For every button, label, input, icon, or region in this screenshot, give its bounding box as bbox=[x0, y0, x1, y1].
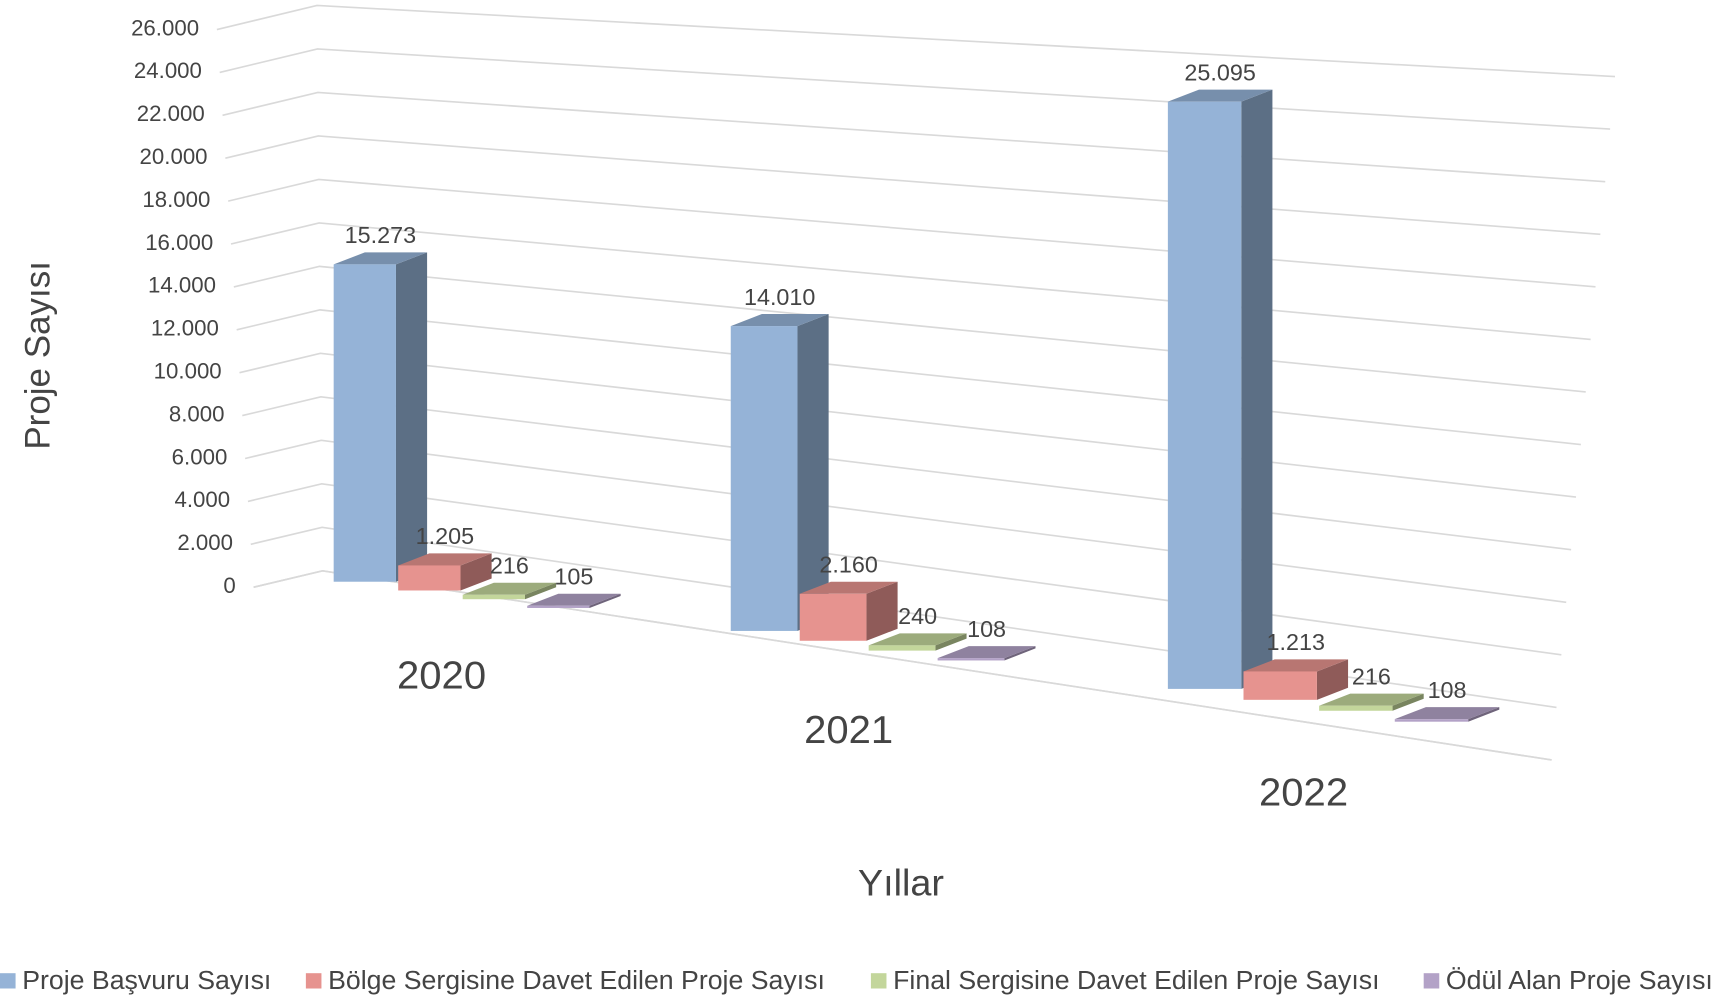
bar-top bbox=[868, 633, 967, 646]
bar-front bbox=[1167, 101, 1242, 689]
grid-line bbox=[239, 352, 1577, 498]
legend-label: Ödül Alan Proje Sayısı bbox=[1446, 965, 1713, 995]
y-tick-label: 14.000 bbox=[148, 273, 216, 298]
legend-swatch bbox=[1423, 973, 1440, 989]
bar-side bbox=[589, 593, 621, 608]
grid-line bbox=[247, 482, 1562, 656]
bar-top bbox=[730, 314, 829, 327]
data-label: 216 bbox=[1352, 664, 1391, 690]
bar-side bbox=[524, 582, 557, 600]
bar bbox=[799, 581, 898, 641]
legend-label: Final Sergisine Davet Edilen Proje Sayıs… bbox=[893, 965, 1379, 995]
grid-line bbox=[244, 439, 1567, 604]
bar bbox=[527, 593, 621, 608]
grid-line bbox=[236, 309, 1581, 446]
bar bbox=[937, 646, 1036, 661]
data-label: 1.205 bbox=[416, 523, 474, 549]
bar-side bbox=[1468, 707, 1500, 722]
bar-top bbox=[527, 593, 621, 606]
data-label: 15.273 bbox=[345, 222, 416, 248]
bar-front bbox=[398, 565, 461, 591]
bar-top bbox=[937, 646, 1036, 659]
data-label: 25.095 bbox=[1184, 60, 1255, 86]
bar-side bbox=[1241, 89, 1273, 689]
x-tick-label: 2020 bbox=[397, 654, 486, 698]
data-label: 240 bbox=[898, 603, 937, 629]
bar-top bbox=[1167, 89, 1273, 102]
grid-line bbox=[216, 4, 1616, 78]
bar bbox=[868, 633, 967, 651]
bar-top bbox=[799, 581, 898, 594]
y-tick-label: 8.000 bbox=[169, 402, 225, 427]
bar-top bbox=[1319, 693, 1424, 706]
x-axis-title: Yıllar bbox=[858, 862, 944, 904]
y-tick-label: 22.000 bbox=[137, 101, 205, 126]
floor-line bbox=[253, 569, 1552, 761]
y-tick-label: 12.000 bbox=[151, 316, 219, 341]
bar bbox=[1167, 89, 1273, 689]
bar-front bbox=[1319, 705, 1393, 711]
bar bbox=[1394, 707, 1500, 722]
y-tick-label: 6.000 bbox=[172, 444, 228, 469]
bar-front bbox=[1243, 671, 1317, 700]
bar bbox=[333, 252, 428, 582]
bar bbox=[1243, 659, 1349, 700]
y-tick-label: 24.000 bbox=[134, 58, 202, 83]
grid-line bbox=[230, 222, 1591, 341]
grid-line bbox=[233, 265, 1586, 393]
y-tick-label: 2.000 bbox=[177, 530, 233, 555]
bar-top bbox=[1243, 659, 1349, 672]
legend-label: Proje Başvuru Sayısı bbox=[22, 965, 271, 995]
grid-line bbox=[225, 135, 1601, 236]
bar-side bbox=[935, 633, 967, 651]
bar-side bbox=[866, 581, 898, 641]
bar-side bbox=[1316, 659, 1349, 700]
bar-front bbox=[527, 605, 590, 608]
bar-side bbox=[460, 553, 492, 591]
y-tick-label: 20.000 bbox=[140, 144, 208, 169]
y-tick-label: 18.000 bbox=[142, 187, 210, 212]
grid-line bbox=[242, 396, 1572, 551]
bar-side bbox=[1004, 646, 1036, 661]
x-tick-label: 2022 bbox=[1259, 771, 1348, 815]
bar-front bbox=[868, 645, 936, 651]
bar bbox=[462, 582, 557, 600]
grid-line bbox=[250, 526, 1557, 709]
bar-side bbox=[395, 252, 428, 582]
bar bbox=[730, 314, 829, 631]
y-tick-label: 10.000 bbox=[154, 359, 222, 384]
bar-front bbox=[462, 594, 525, 600]
grid-line bbox=[222, 91, 1606, 183]
y-tick-label: 16.000 bbox=[145, 230, 213, 255]
legend-swatch bbox=[870, 973, 887, 989]
bar-side bbox=[797, 314, 829, 631]
data-label: 216 bbox=[490, 553, 529, 579]
bar-side bbox=[1392, 693, 1424, 711]
bar-front bbox=[799, 593, 867, 641]
data-label: 2.160 bbox=[819, 552, 877, 578]
data-label: 14.010 bbox=[744, 284, 815, 310]
data-label: 1.213 bbox=[1267, 629, 1325, 655]
legend-label: Bölge Sergisine Davet Edilen Proje Sayıs… bbox=[328, 965, 825, 995]
x-tick-label: 2021 bbox=[804, 708, 893, 752]
bar-top bbox=[1394, 707, 1500, 720]
bar-top bbox=[462, 582, 557, 595]
bar-front bbox=[1394, 719, 1469, 722]
y-axis-title: Proje Sayısı bbox=[18, 261, 57, 450]
bar-front bbox=[730, 326, 798, 631]
y-tick-label: 4.000 bbox=[175, 487, 231, 512]
data-label: 108 bbox=[967, 616, 1006, 642]
legend-swatch bbox=[305, 973, 322, 989]
y-tick-label: 0 bbox=[223, 573, 235, 598]
data-label: 105 bbox=[554, 564, 593, 590]
bar-front bbox=[333, 264, 396, 582]
bar bbox=[1319, 693, 1424, 711]
y-tick-label: 26.000 bbox=[131, 15, 199, 40]
legend-swatch bbox=[0, 973, 16, 989]
bar-front bbox=[937, 658, 1005, 661]
bar bbox=[398, 553, 492, 591]
data-label: 108 bbox=[1428, 677, 1467, 703]
grid-line bbox=[219, 48, 1611, 130]
